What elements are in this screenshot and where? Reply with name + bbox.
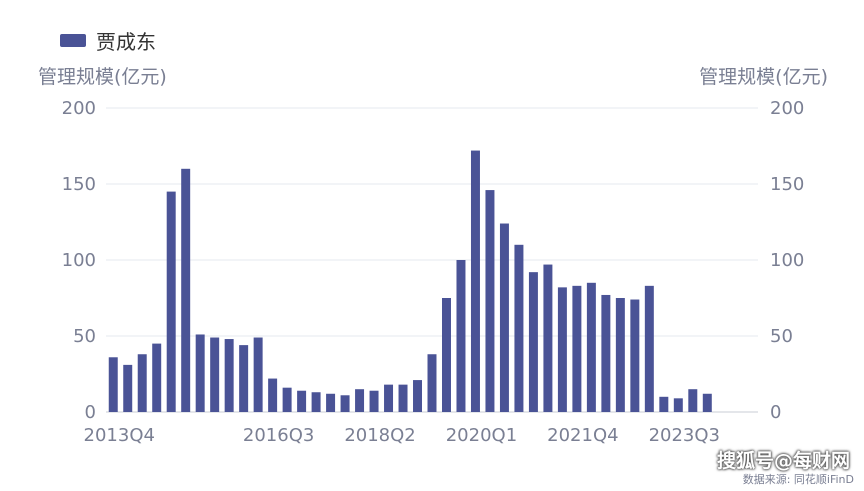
bar [384, 384, 394, 412]
x-tick-label: 2016Q3 [243, 425, 314, 446]
bar [543, 264, 553, 412]
bar [601, 294, 611, 412]
y-tick-label-right: 0 [770, 402, 781, 423]
legend: 贾成东 [60, 26, 156, 55]
bar [557, 287, 567, 412]
bar [195, 334, 205, 412]
bar [615, 298, 625, 412]
y-tick-label-left: 100 [62, 250, 96, 271]
bar [499, 223, 509, 412]
bar [282, 387, 292, 412]
y-axis-title-right: 管理规模(亿元) [699, 66, 828, 88]
x-tick-label: 2020Q1 [446, 425, 517, 446]
y-tick-label-right: 150 [770, 174, 804, 195]
bar [268, 378, 278, 412]
legend-label: 贾成东 [96, 30, 156, 54]
bar [152, 343, 162, 412]
y-tick-label-left: 150 [62, 174, 96, 195]
bar [630, 299, 640, 412]
bar [355, 389, 365, 412]
legend-swatch [60, 34, 86, 47]
x-tick-label: 2021Q4 [547, 425, 618, 446]
y-tick-label-left: 200 [62, 98, 96, 119]
bar [239, 345, 249, 412]
bar [137, 354, 147, 412]
x-tick-label: 2018Q2 [344, 425, 415, 446]
bar [253, 337, 263, 412]
bar [224, 339, 234, 412]
bar [181, 168, 191, 412]
bar [369, 390, 379, 412]
y-tick-label-left: 50 [73, 326, 96, 347]
bar [398, 384, 408, 412]
bar [123, 364, 133, 412]
bar [427, 354, 437, 412]
bar [210, 337, 220, 412]
y-tick-label-right: 100 [770, 250, 804, 271]
bar [326, 393, 336, 412]
y-tick-label-right: 200 [770, 98, 804, 119]
bar [108, 357, 118, 412]
bar [470, 150, 480, 412]
y-axis-title-left: 管理规模(亿元) [38, 66, 167, 88]
bar [702, 393, 712, 412]
bar [413, 380, 423, 412]
y-tick-label-right: 50 [770, 326, 793, 347]
y-tick-label-left: 0 [85, 402, 96, 423]
bar [340, 395, 350, 412]
bar [297, 390, 307, 412]
bar [659, 396, 669, 412]
watermark: 搜狐号@每财网 [716, 450, 850, 472]
bar [514, 244, 524, 412]
x-tick-label: 2013Q4 [84, 425, 155, 446]
bar [673, 398, 683, 412]
bar [572, 285, 582, 412]
bar [456, 260, 466, 412]
bar [528, 272, 538, 412]
bar [166, 191, 176, 412]
bar [441, 298, 451, 412]
bar [311, 392, 321, 412]
bar [485, 190, 495, 412]
source-note: 数据来源: 同花顺iFinD [742, 473, 854, 486]
bar [688, 389, 698, 412]
x-tick-label: 2023Q3 [649, 425, 720, 446]
bar [586, 282, 596, 412]
bar [644, 285, 654, 412]
